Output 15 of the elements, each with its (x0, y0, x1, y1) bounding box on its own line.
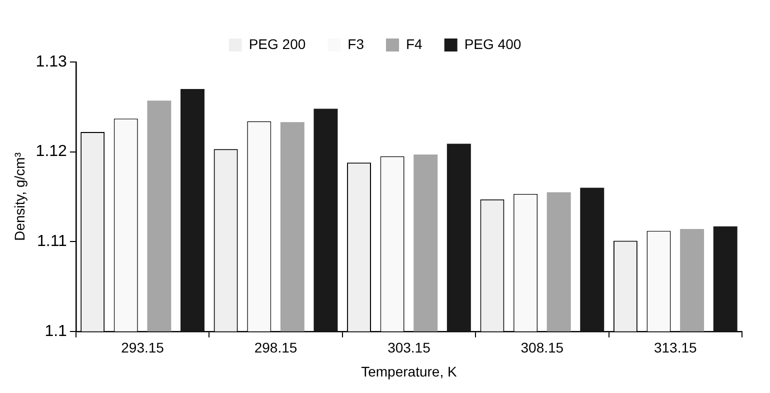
legend-label: PEG 200 (248, 36, 306, 52)
y-axis-title: Density, g/cm³ (11, 152, 28, 241)
y-tick-label: 1.12 (36, 143, 68, 160)
y-tick-label: 1.13 (36, 53, 68, 70)
legend-label: PEG 400 (464, 36, 522, 52)
x-tick-label: 303.15 (388, 340, 431, 356)
x-tick-label: 293.15 (121, 340, 164, 356)
x-tick-label: 313.15 (654, 340, 698, 356)
y-tick-label: 1.1 (44, 322, 68, 340)
x-tick-label: 308.15 (520, 340, 564, 356)
y-tick-label: 1.11 (36, 233, 68, 250)
x-tick-label: 298.15 (254, 340, 298, 356)
legend-label: F3 (348, 36, 364, 52)
x-axis-title: Temperature, K (361, 363, 458, 380)
legend-label: F4 (406, 36, 423, 52)
